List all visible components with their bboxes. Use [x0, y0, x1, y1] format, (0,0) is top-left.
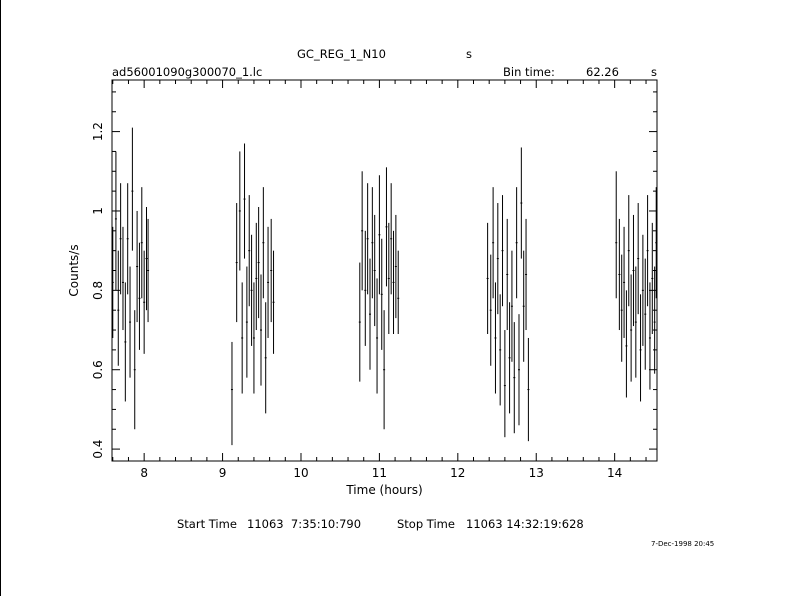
start-time-label: Start Time	[177, 517, 237, 531]
y-tick-label: 0.8	[91, 281, 105, 300]
bin-time-label: Bin time:	[503, 65, 555, 79]
y-tick-label: 1	[91, 207, 105, 215]
y-tick-label: 0.6	[91, 360, 105, 379]
bin-time-unit: s	[651, 65, 657, 79]
plot-title-unit: s	[466, 47, 472, 61]
x-tick-labels: 8 9 10 11 12 13 14	[140, 466, 622, 480]
data-marks	[111, 127, 658, 446]
window-left-border	[0, 0, 1, 596]
y-tick-label: 0.4	[91, 440, 105, 459]
x-tick-label: 13	[529, 466, 544, 480]
y-tick-label: 1.2	[91, 122, 105, 141]
bin-time-value: 62.26	[586, 65, 619, 79]
x-tick-label: 10	[293, 466, 308, 480]
y-tick-labels: 0.4 0.6 0.8 1 1.2	[91, 122, 105, 459]
x-tick-label: 12	[450, 466, 465, 480]
x-tick-label: 8	[140, 466, 148, 480]
y-axis-label: Counts/s	[67, 244, 81, 296]
filename-label: ad56001090g300070_1.lc	[112, 65, 263, 79]
start-time-value: 11063 7:35:10:790	[247, 517, 362, 531]
x-tick-label: 9	[219, 466, 227, 480]
stop-time-label: Stop Time	[397, 517, 455, 531]
x-tick-label: 14	[607, 466, 622, 480]
render-timestamp: 7-Dec-1998 20:45	[651, 540, 715, 548]
plot-title: GC_REG_1_N10	[297, 47, 386, 61]
x-tick-label: 11	[372, 466, 387, 480]
x-axis-label: Time (hours)	[345, 483, 422, 497]
stop-time-value: 11063 14:32:19:628	[466, 517, 584, 531]
